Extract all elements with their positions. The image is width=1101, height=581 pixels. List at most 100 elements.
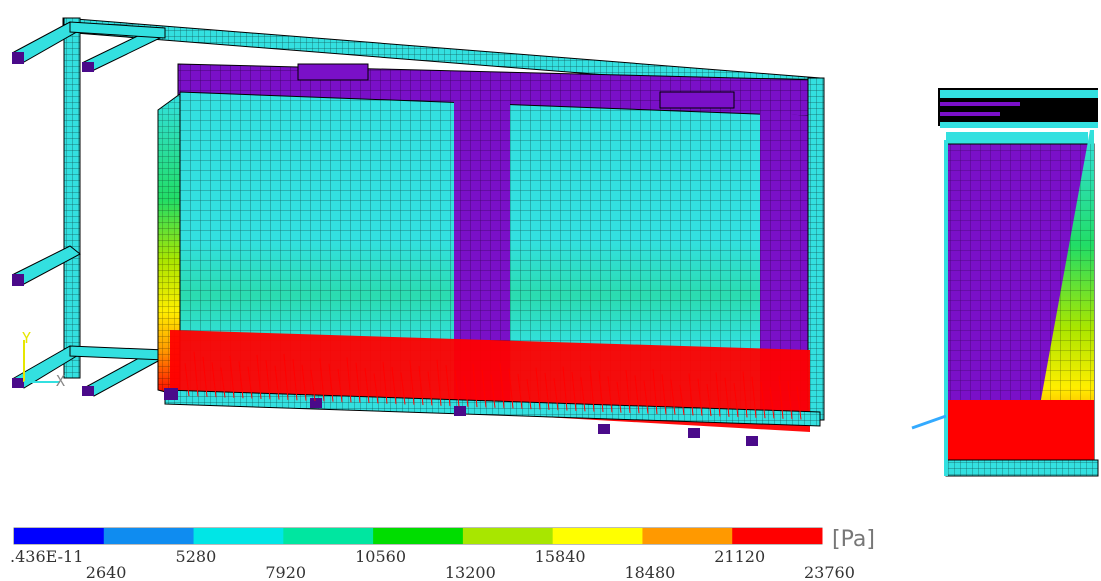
pressure-arrow	[229, 355, 235, 398]
pressure-arrow	[481, 369, 487, 408]
pressure-arrow	[184, 363, 190, 397]
colorbar-tick-label: 2640	[86, 563, 127, 581]
pressure-arrow	[679, 384, 685, 416]
pressure-arrow	[751, 376, 757, 418]
pressure-arrow	[796, 386, 802, 420]
pressure-arrow	[391, 367, 397, 405]
pressure-arrow	[319, 358, 325, 402]
pressure-arrow	[652, 368, 658, 415]
colorbar-swatch	[14, 528, 105, 544]
pressure-arrow	[787, 381, 793, 420]
colorbar-swatch	[732, 528, 823, 544]
colorbar-tick-label: 7920	[265, 563, 306, 581]
colorbar-swatch	[552, 528, 643, 544]
pressure-arrow	[310, 369, 316, 402]
pressure-arrow	[553, 378, 559, 411]
pressure-arrow	[517, 373, 523, 409]
pressure-arrow	[256, 354, 262, 399]
pressure-arrow	[373, 373, 379, 404]
pressure-arrow	[247, 366, 253, 399]
pressure-arrow	[409, 360, 415, 405]
pressure-arrow	[472, 364, 478, 408]
pressure-arrow	[778, 375, 784, 419]
pressure-arrow	[688, 373, 694, 416]
pressure-arrow	[490, 374, 496, 408]
pressure-arrow	[769, 387, 775, 419]
pressure-arrow	[526, 379, 532, 410]
colorbar-unit: [Pa]	[832, 527, 875, 552]
pressure-arrow	[463, 375, 469, 407]
pressure-arrow	[328, 363, 334, 402]
pressure-arrow	[697, 378, 703, 416]
pressure-arrow	[742, 371, 748, 418]
pressure-arrow	[355, 362, 361, 403]
support-frame	[12, 17, 821, 397]
pressure-arrow	[292, 359, 298, 401]
pressure-arrow	[598, 370, 604, 413]
triad-x-label: X	[56, 372, 65, 390]
colorbar-swatch	[283, 528, 374, 544]
colorbar-swatch	[373, 528, 464, 544]
pressure-arrow	[418, 366, 424, 406]
pressure-arrow	[706, 384, 712, 417]
colorbar-tick-label: .436E-11	[10, 547, 83, 566]
pressure-arrow	[382, 361, 388, 404]
pressure-arrow	[661, 374, 667, 415]
pressure-arrow	[436, 359, 442, 406]
colorbar-tick-label: 23760	[804, 563, 855, 581]
pressure-arrow	[202, 356, 208, 397]
colorbar-swatch	[642, 528, 733, 544]
pressure-arrow	[760, 382, 766, 419]
pressure-arrow	[211, 362, 217, 398]
pressure-arrow	[535, 367, 541, 410]
pressure-arrow	[670, 379, 676, 415]
pressure-arrow	[346, 357, 352, 403]
pressure-arrow	[607, 376, 613, 413]
pressure-arrow	[571, 371, 577, 411]
colorbar-tick-label: 5280	[176, 547, 217, 566]
pressure-arrow	[427, 371, 433, 406]
pressure-arrow	[265, 360, 271, 400]
pressure-arrow	[238, 361, 244, 399]
pressure-arrow	[625, 369, 631, 414]
pressure-arrow	[562, 366, 568, 411]
pressure-arrow	[643, 380, 649, 414]
colorbar-tick-label: 21120	[714, 547, 765, 566]
pressure-arrow	[508, 368, 514, 409]
colorbar-tick-label: 15840	[535, 547, 586, 566]
colorbar-tick-label: 10560	[355, 547, 406, 566]
pressure-arrow	[454, 370, 460, 407]
pressure-arrow	[400, 372, 406, 405]
colorbar-tick-label: 13200	[445, 563, 496, 581]
pressure-arrow	[364, 367, 370, 404]
pressure-arrow	[499, 363, 505, 409]
pressure-arrow	[544, 372, 550, 410]
colorbar-swatch	[462, 528, 554, 544]
pressure-arrow	[274, 365, 280, 400]
pressure-arrow	[634, 375, 640, 414]
colorbar-swatch	[193, 528, 284, 544]
pressure-arrow	[301, 364, 307, 401]
pressure-arrow	[589, 365, 595, 412]
side-view	[911, 88, 1099, 477]
colorbar-swatch	[103, 528, 195, 544]
pressure-arrow	[715, 372, 721, 417]
pressure-arrow	[445, 365, 451, 407]
tank-body	[157, 63, 825, 446]
pressure-arrow	[733, 383, 739, 418]
pressure-arrow	[283, 353, 289, 401]
pressure-arrow	[724, 377, 730, 417]
pressure-arrow	[616, 381, 622, 413]
triad-y-label: Y	[22, 329, 31, 347]
pressure-arrow	[220, 367, 226, 398]
pressure-arrow	[337, 368, 343, 403]
colorbar-tick-label: 18480	[624, 563, 675, 581]
pressure-arrow	[193, 351, 199, 397]
pressure-arrow	[580, 377, 586, 412]
colorbar-swatches	[14, 528, 823, 544]
axis-triad: Y X	[22, 329, 65, 390]
